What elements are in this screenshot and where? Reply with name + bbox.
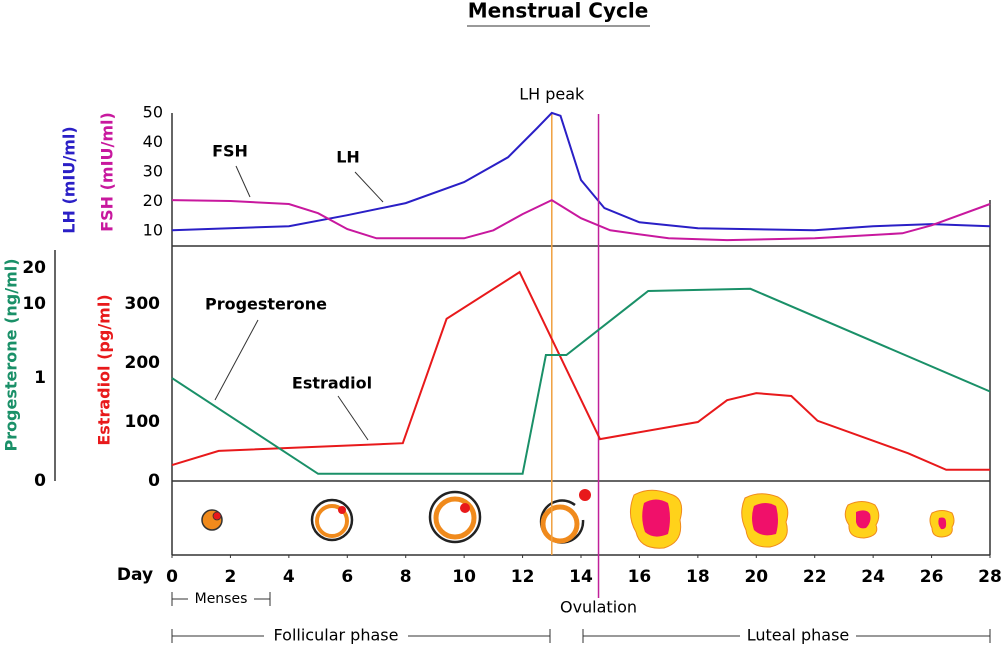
x-axis-label: Day: [117, 565, 153, 585]
y-tick-label: 40: [143, 132, 163, 151]
series-line: [171, 287, 991, 475]
y2-tick-label: 20: [22, 258, 46, 278]
series-line: [171, 270, 990, 471]
series-label: Estradiol: [292, 374, 372, 393]
x-tick-label: 0: [166, 567, 178, 587]
series-line: [171, 111, 991, 232]
series-label: FSH: [212, 142, 248, 161]
x-tick-label: 14: [569, 567, 593, 587]
chart-title: Menstrual Cycle: [468, 0, 649, 23]
y-tick-label: 10: [143, 221, 163, 240]
x-tick-label: 4: [283, 567, 295, 587]
x-tick-label: 12: [511, 567, 535, 587]
x-tick-label: 10: [452, 567, 476, 587]
x-tick-label: 28: [978, 567, 1002, 587]
series-label: Progesterone: [205, 295, 327, 314]
annotation-label: Ovulation: [560, 598, 637, 617]
follicles: [201, 489, 955, 549]
y-axis-label: Progesterone (ng/ml): [2, 258, 21, 451]
y-tick-label: 300: [125, 294, 161, 314]
x-tick-label: 6: [341, 567, 353, 587]
y-tick-label: 20: [143, 191, 163, 210]
series-label: LH: [336, 148, 360, 167]
y-tick-label: 30: [143, 162, 163, 181]
x-tick-label: 8: [400, 567, 412, 587]
y-tick-label: 50: [143, 102, 163, 121]
leader-line: [214, 319, 259, 401]
leader-line: [337, 395, 369, 441]
y2-tick-label: 10: [22, 294, 46, 314]
phase-brackets: [171, 592, 991, 643]
phase-label: Follicular phase: [274, 626, 399, 645]
phase-label: Luteal phase: [747, 626, 850, 645]
x-tick-label: 2: [225, 567, 237, 587]
x-tick-label: 24: [861, 567, 885, 587]
y-tick-label: 0: [148, 471, 160, 491]
y2-tick-label: 1: [34, 368, 46, 388]
x-tick-label: 22: [803, 567, 827, 587]
y-axis-label: FSH (mIU/ml): [98, 112, 117, 232]
series-line: [171, 198, 991, 242]
x-tick-label: 20: [744, 567, 768, 587]
y-axis-label: Estradiol (pg/ml): [95, 294, 114, 445]
y-tick-label: 200: [125, 353, 161, 373]
x-tick-label: 18: [686, 567, 710, 587]
leader-line: [235, 165, 251, 198]
y-axis-label: LH (mIU/ml): [60, 126, 79, 233]
y-tick-label: 100: [125, 412, 161, 432]
annotation-label: LH peak: [519, 85, 585, 104]
leader-line: [354, 171, 384, 203]
x-tick-label: 16: [628, 567, 652, 587]
phase-label: Menses: [195, 591, 248, 607]
y2-tick-label: 0: [34, 471, 46, 491]
x-tick-label: 26: [920, 567, 944, 587]
